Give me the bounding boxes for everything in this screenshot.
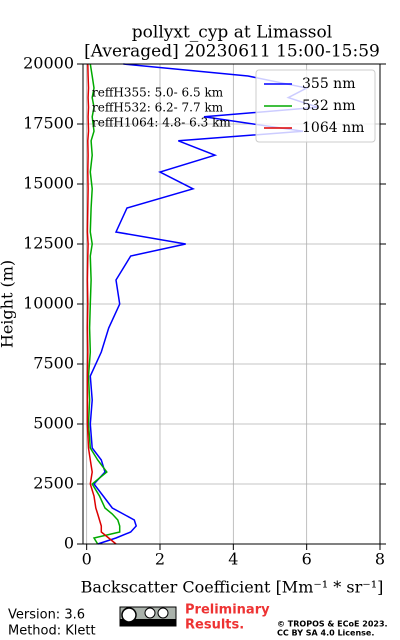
legend-label: 1064 nm [302,120,364,136]
x-axis-label: Backscatter Coefficient [Mm⁻¹ * sr⁻¹] [81,578,384,597]
status: Preliminary [185,603,270,618]
version: Version: 3.6 [8,608,85,623]
annotation: reffH355: 5.0- 6.5 km [92,86,224,100]
y-tick-label: 10000 [23,294,74,313]
y-tick-label: 2500 [33,474,74,493]
method: Method: Klett [8,624,96,639]
x-tick-label: 0 [82,550,92,569]
x-tick-label: 6 [302,550,312,569]
profile-line [89,63,318,545]
y-tick-label: 15000 [23,174,74,193]
y-tick-label: 17500 [23,114,74,133]
y-tick-label: 5000 [33,414,74,433]
y-axis-label: Height (m) [0,260,17,348]
y-tick-label: 0 [64,534,74,553]
annotation: reffH532: 6.2- 7.7 km [92,101,224,115]
legend-label: 532 nm [302,98,355,114]
legend-box [255,69,376,143]
x-tick-label: 4 [228,550,238,569]
y-tick-label: 7500 [33,354,74,373]
annotation: reffH1064: 4.8- 6.3 km [92,116,231,130]
y-tick-label: 20000 [23,54,74,73]
status: Results. [185,618,244,633]
license: CC BY SA 4.0 License. [277,629,374,638]
plot-frame [82,63,381,545]
x-tick-label: 2 [155,550,165,569]
cc-badge [119,606,177,627]
profile-line [87,63,121,545]
y-tick-label: 12500 [23,234,74,253]
chart-title: pollyxt_cyp at Limassol [132,23,332,43]
legend-label: 355 nm [302,76,355,92]
copyright: © TROPOS & ECoE 2023. [277,620,388,629]
profile-line [86,63,117,545]
chart-subtitle: [Averaged] 20230611 15:00-15:59 [84,42,380,62]
x-tick-label: 8 [375,550,385,569]
